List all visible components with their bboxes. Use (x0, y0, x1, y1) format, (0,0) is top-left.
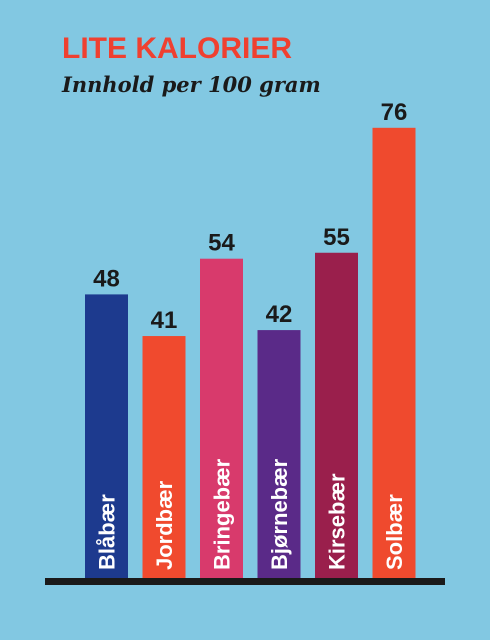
bar (257, 330, 301, 580)
chart-subtitle: Innhold per 100 gram (61, 72, 321, 97)
chart-title: LITE KALORIER (62, 32, 292, 65)
value-label: 54 (208, 230, 235, 257)
bar (142, 336, 186, 580)
bar (200, 258, 243, 580)
bar (85, 294, 128, 580)
category-label: Solbær (382, 494, 407, 570)
value-label: 76 (381, 99, 408, 126)
value-label: 41 (151, 307, 178, 334)
value-label: 42 (266, 301, 293, 328)
category-label: Kirsebær (325, 473, 350, 570)
baseline (45, 578, 445, 585)
bar (315, 252, 358, 580)
value-label: 55 (323, 224, 350, 251)
category-label: Jordbær (152, 480, 177, 570)
category-label: Bringebær (210, 458, 235, 570)
value-label: 48 (93, 265, 120, 292)
category-label: Blåbær (95, 494, 120, 570)
bar (372, 127, 416, 581)
category-label: Bjørnebær (267, 458, 292, 570)
